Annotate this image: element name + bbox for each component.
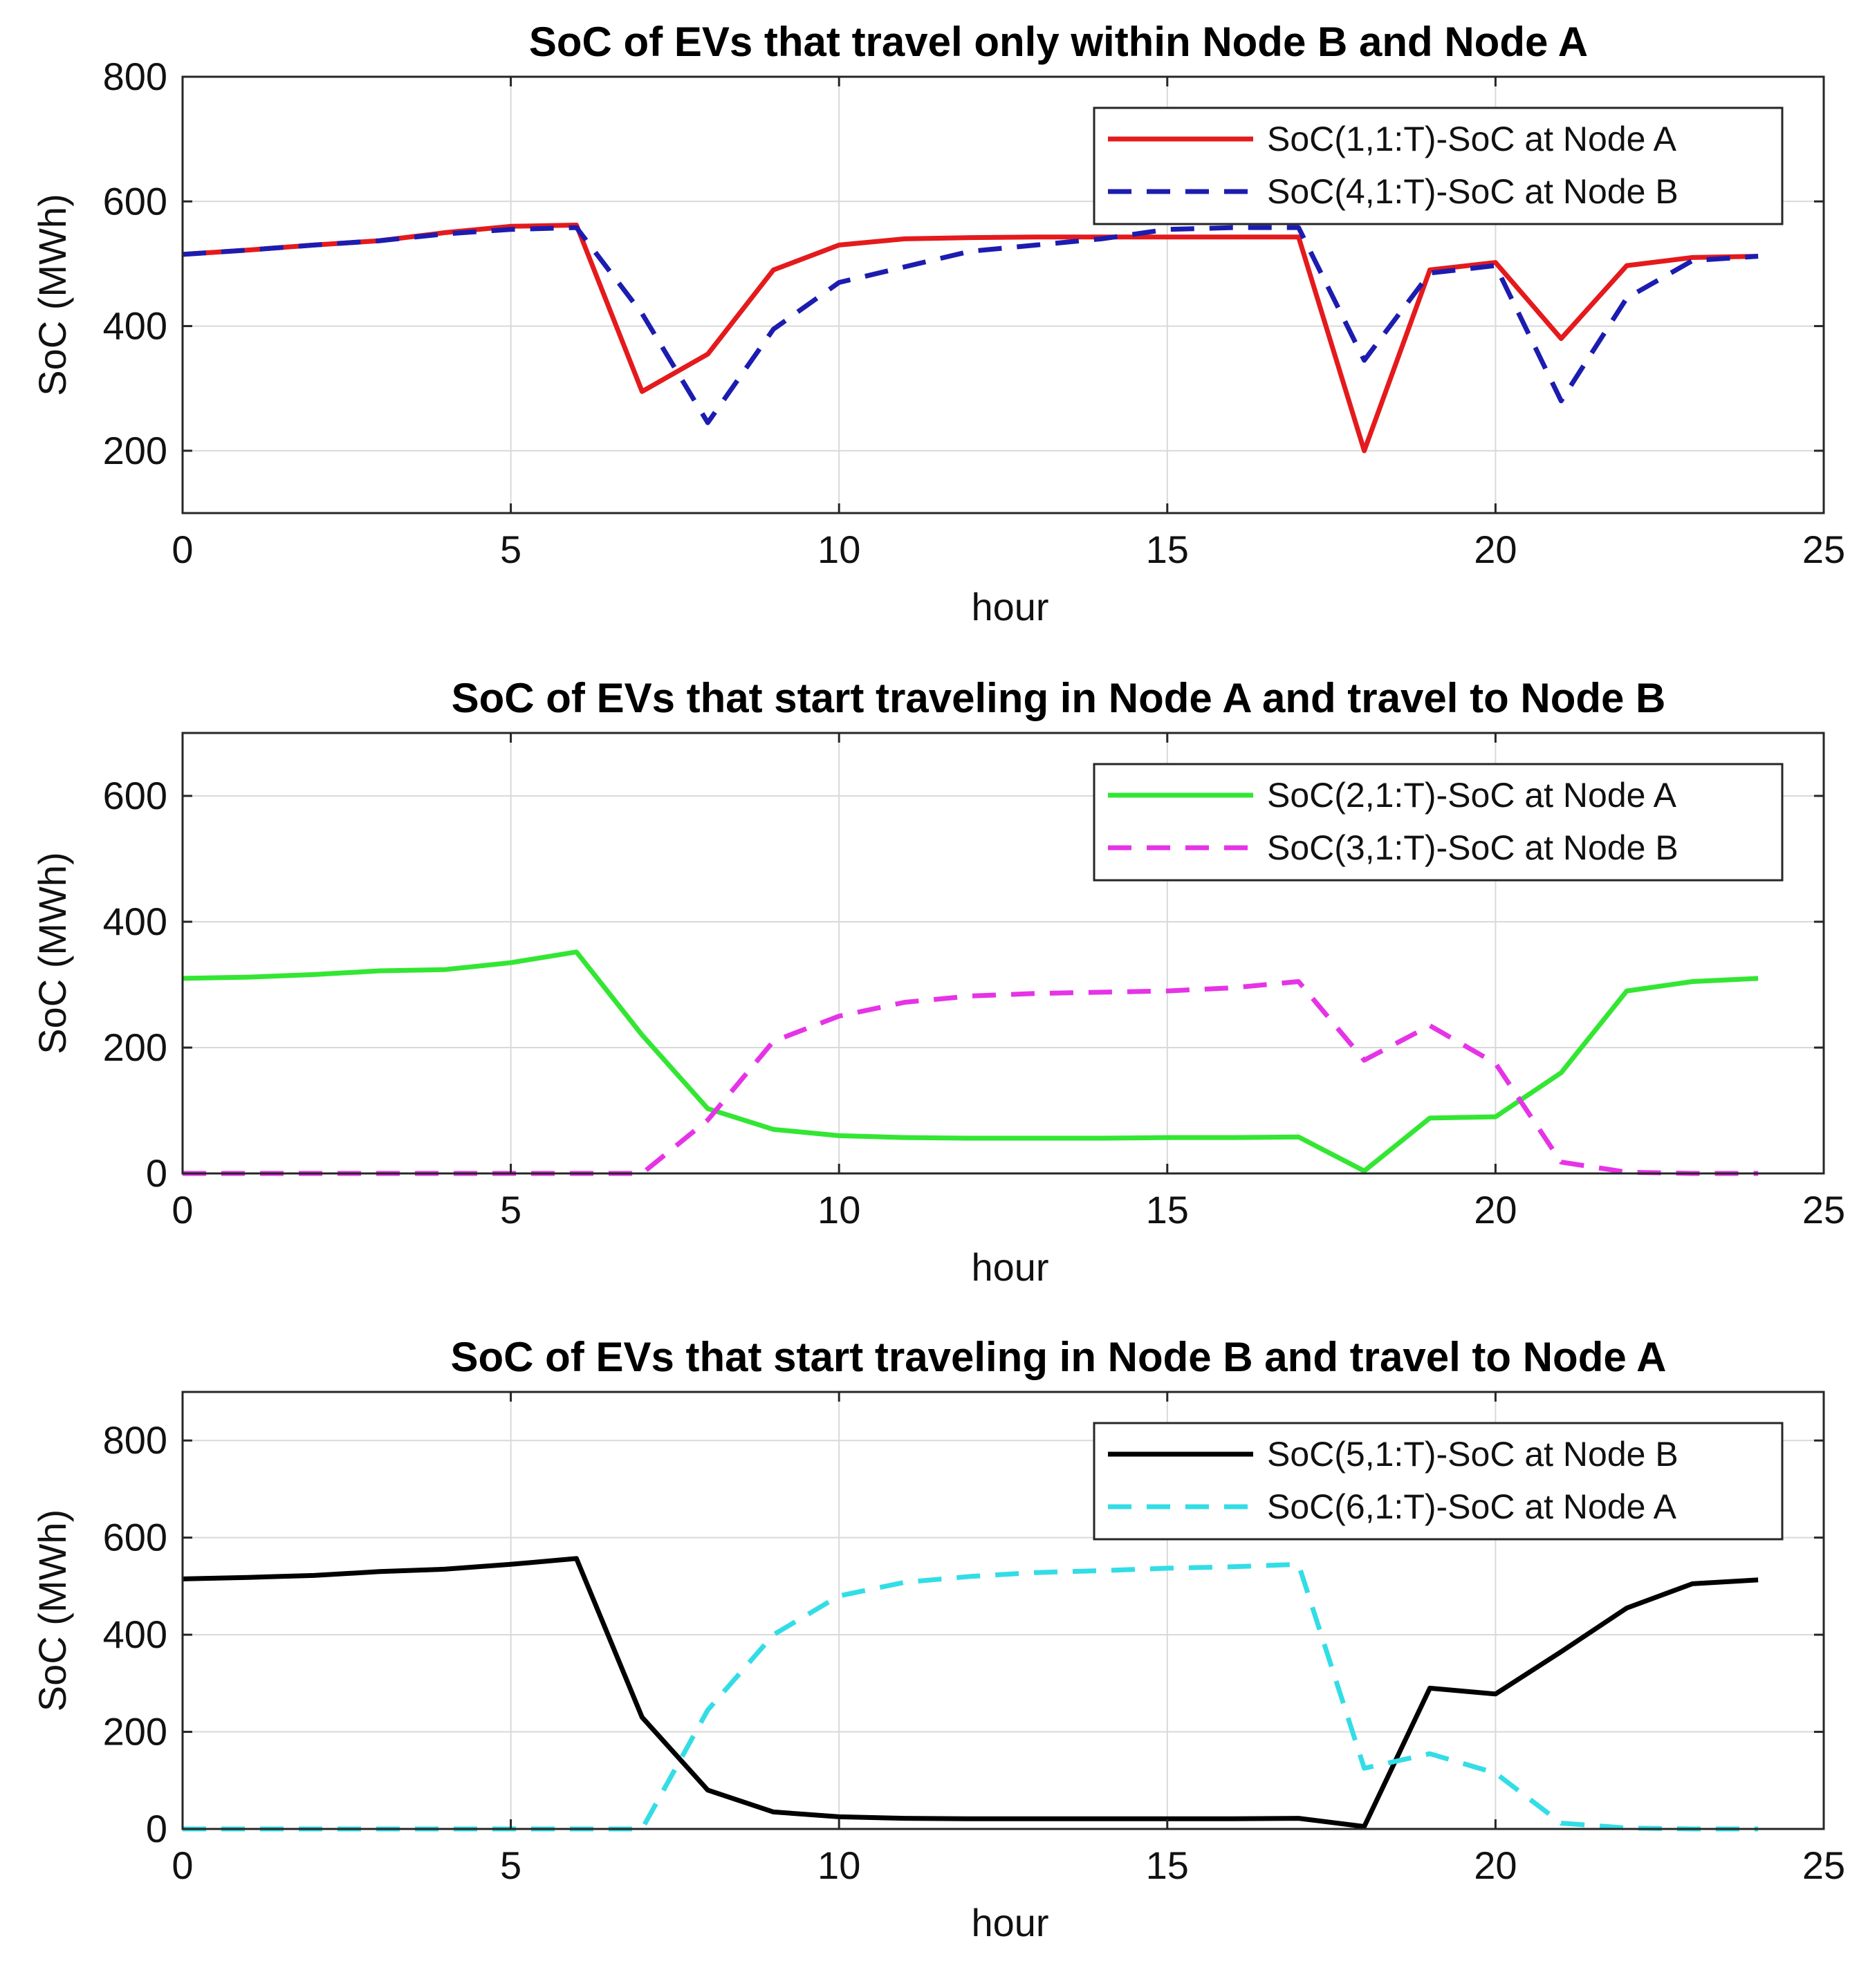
x-tick-label: 15 (1146, 1188, 1189, 1232)
y-axis-label: SoC (MWh) (30, 194, 74, 396)
legend-label-1: SoC(1,1:T)-SoC at Node A (1267, 120, 1677, 158)
legend-box (1093, 106, 1784, 225)
x-tick-label: 10 (817, 1188, 860, 1232)
legend-label-2: SoC(6,1:T)-SoC at Node A (1267, 1487, 1677, 1526)
y-tick-label: 0 (146, 1151, 167, 1195)
subplot-2: 0 5 10 15 20 25 0 200 400 600 SoC of EVs that star… (30, 675, 1845, 1289)
y-tick-label: 800 (103, 1418, 167, 1462)
y-tick-label: 400 (103, 900, 167, 943)
x-tick-label: 15 (1146, 528, 1189, 571)
y-tick-label: 200 (103, 429, 167, 472)
series-line-1 (182, 949, 1759, 1173)
series-line-1 (182, 1556, 1759, 1829)
legend-box (1093, 763, 1784, 882)
x-tick-label: 25 (1802, 1188, 1845, 1232)
x-tick-label: 0 (172, 1188, 193, 1232)
series-line-1 (182, 223, 1759, 454)
x-tick-label: 25 (1802, 1843, 1845, 1887)
x-tick-label: 20 (1474, 528, 1517, 571)
y-tick-label: 200 (103, 1025, 167, 1069)
plot-frame (181, 1391, 1825, 1830)
series-line-2 (183, 1561, 1759, 1832)
y-axis-label: SoC (MWh) (30, 852, 74, 1054)
legend: SoC(1,1:T)-SoC at Node A SoC(4,1:T)-SoC a… (1093, 106, 1784, 225)
x-tick-label: 15 (1146, 1843, 1189, 1887)
y-tick-label: 400 (103, 304, 167, 348)
y-tick-label: 600 (103, 774, 167, 817)
x-tick-label: 5 (500, 1188, 521, 1232)
y-tick-label: 600 (103, 179, 167, 223)
x-tick-label: 20 (1474, 1843, 1517, 1887)
chart-title: SoC of EVs that start traveling in Node … (452, 675, 1666, 721)
x-tick-label: 10 (817, 1843, 860, 1887)
x-axis-label: hour (971, 1901, 1048, 1944)
x-tick-label: 0 (172, 1843, 193, 1887)
y-tick-label: 0 (146, 1807, 167, 1850)
y-tick-label: 600 (103, 1516, 167, 1559)
x-tick-label: 5 (500, 528, 521, 571)
y-tick-label: 400 (103, 1613, 167, 1656)
y-axis-label: SoC (MWh) (30, 1509, 74, 1711)
x-tick-label: 10 (817, 528, 860, 571)
subplot-1: 0 5 10 15 20 25 200 400 600 800 SoC of EVs that tr… (30, 19, 1845, 629)
y-tick-label: 200 (103, 1710, 167, 1754)
chart-title: SoC of EVs that start traveling in Node … (450, 1334, 1666, 1380)
y-tick-label: 800 (103, 55, 167, 98)
chart-title: SoC of EVs that travel only within Node … (529, 19, 1588, 65)
legend: SoC(2,1:T)-SoC at Node A SoC(3,1:T)-SoC a… (1093, 763, 1784, 882)
legend-label-1: SoC(5,1:T)-SoC at Node B (1267, 1435, 1679, 1474)
x-tick-label: 5 (500, 1843, 521, 1887)
x-axis-label: hour (971, 585, 1048, 629)
x-axis-label: hour (971, 1245, 1048, 1289)
legend-box (1093, 1422, 1784, 1541)
legend-label-2: SoC(4,1:T)-SoC at Node B (1267, 172, 1679, 211)
plot-frame (181, 75, 1825, 514)
x-tick-label: 0 (172, 528, 193, 571)
plot-frame (181, 732, 1825, 1175)
legend-label-1: SoC(2,1:T)-SoC at Node A (1267, 776, 1677, 815)
subplot-3: 0 5 10 15 20 25 0 200 400 600 800 SoC of EVs that s… (30, 1334, 1845, 1944)
x-tick-label: 20 (1474, 1188, 1517, 1232)
x-tick-label: 25 (1802, 528, 1845, 571)
legend: SoC(5,1:T)-SoC at Node B SoC(6,1:T)-SoC a… (1093, 1422, 1784, 1541)
legend-label-2: SoC(3,1:T)-SoC at Node B (1267, 828, 1679, 867)
